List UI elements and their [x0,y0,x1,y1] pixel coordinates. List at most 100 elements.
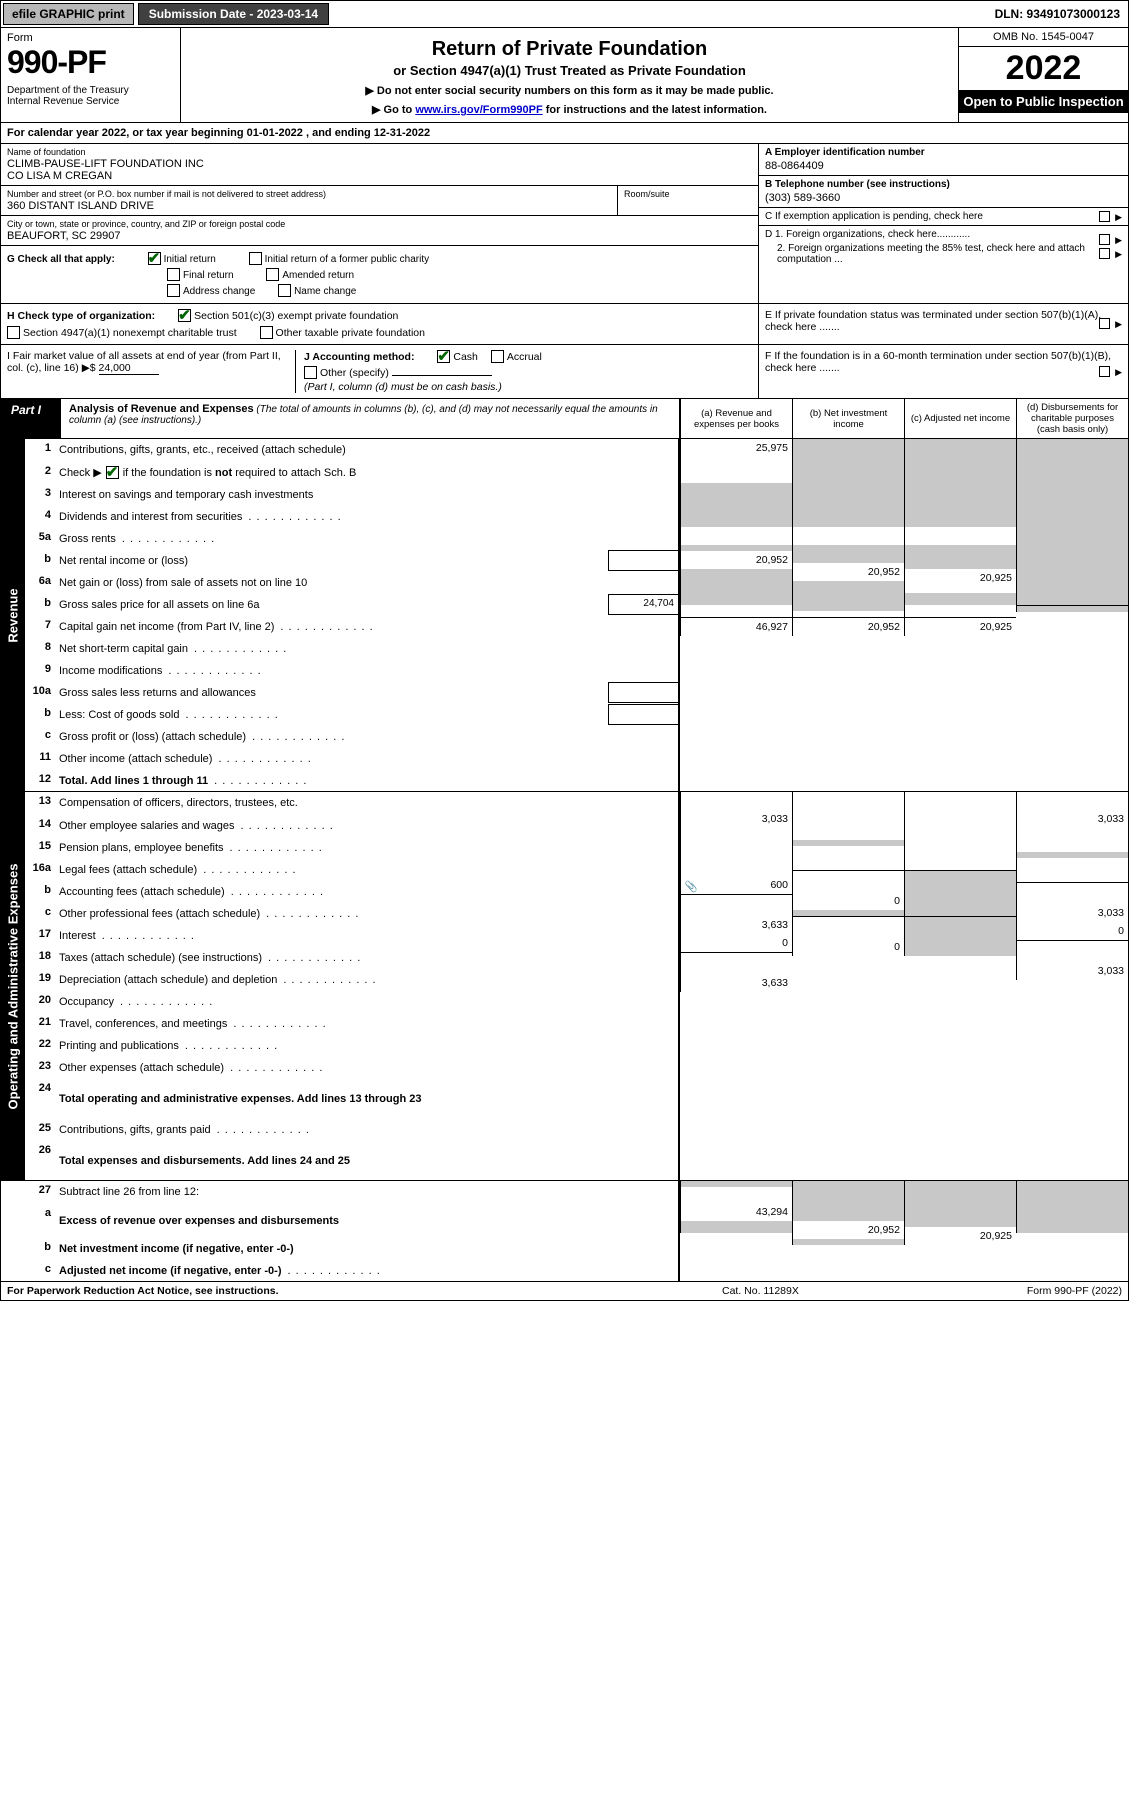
row-19-desc: Depreciation (attach schedule) and deple… [57,969,678,990]
line27-section: 27Subtract line 26 from line 12: aExcess… [0,1181,1129,1282]
d1-checkbox[interactable] [1099,234,1110,245]
row-16b: bAccounting fees (attach schedule) [25,880,678,902]
phone-value: (303) 589-3660 [765,192,1122,204]
submission-date-label: Submission Date - 2023-03-14 [138,3,329,25]
top-bar: efile GRAPHIC print Submission Date - 20… [0,0,1129,28]
g-row: G Check all that apply: Initial return I… [7,252,752,265]
r16a-d: 3,033 [1016,810,1128,828]
form-right-block: OMB No. 1545-0047 2022 Open to Public In… [958,28,1128,122]
address-cell: Number and street (or P.O. box number if… [1,186,618,215]
row-5b-desc: Net rental income or (loss) [57,550,608,571]
r2-d [1016,483,1128,527]
attachment-icon[interactable]: 📎 [684,880,698,892]
cash-checkbox[interactable] [437,350,450,363]
r27c-b [792,1239,904,1245]
r27a-a: 43,294 [680,1187,792,1221]
row-10a-desc: Gross sales less returns and allowances [57,682,608,703]
row-2-desc: Check ▶ if the foundation is not require… [57,462,678,483]
row-21-desc: Travel, conferences, and meetings [57,1013,678,1034]
schb-checkbox[interactable] [106,466,119,479]
row-3-desc: Interest on savings and temporary cash i… [57,484,678,505]
4947a1-checkbox[interactable] [7,326,20,339]
row-16a: 16aLegal fees (attach schedule) [25,858,678,880]
row-2: 2Check ▶ if the foundation is not requir… [25,461,678,483]
final-return-label: Final return [183,270,234,281]
ein-value: 88-0864409 [765,160,1122,172]
department-label: Department of the Treasury Internal Reve… [7,85,174,107]
r27c-c: 20,925 [904,1227,1016,1245]
r26-d: 3,033 [1016,940,1128,980]
501c3-label: Section 501(c)(3) exempt private foundat… [194,310,398,322]
other-method-checkbox[interactable] [304,366,317,379]
row-27c-desc: Adjusted net income (if negative, enter … [57,1260,678,1281]
final-return-checkbox[interactable] [167,268,180,281]
4947a1-label: Section 4947(a)(1) nonexempt charitable … [23,327,237,339]
accrual-checkbox[interactable] [491,350,504,363]
row-18-desc: Taxes (attach schedule) (see instruction… [57,947,678,968]
revenue-cols: 25,975 20,952 46,927 20,9 [679,439,1128,791]
initial-former-checkbox[interactable] [249,252,262,265]
r24-a: 3,633 [680,894,792,934]
row-9: 9Income modifications [25,659,678,681]
row-27a-desc: Excess of revenue over expenses and disb… [57,1204,678,1237]
tax-year: 2022 [959,47,1128,90]
row-11: 11Other income (attach schedule) [25,747,678,769]
col-d [1016,439,1128,791]
amended-return-label: Amended return [282,270,354,281]
opex-col-a: 3,033 📎600 3,633 0 3,633 [680,792,792,1180]
r7-b: 20,952 [792,563,904,581]
goto-pre: ▶ Go to [372,104,415,116]
name-change-checkbox[interactable] [278,284,291,297]
e-checkbox[interactable] [1099,318,1110,329]
row-15: 15Pension plans, employee benefits [25,836,678,858]
other-taxable-checkbox[interactable] [260,326,273,339]
page-footer: For Paperwork Reduction Act Notice, see … [0,1282,1129,1301]
row-11-desc: Other income (attach schedule) [57,748,678,769]
row-20-desc: Occupancy [57,991,678,1012]
omb-number: OMB No. 1545-0047 [959,28,1128,47]
paperwork-notice: For Paperwork Reduction Act Notice, see … [7,1285,722,1297]
row-16c-desc: Other professional fees (attach schedule… [57,903,678,924]
r26-a: 3,633 [680,952,792,992]
part1-title: Analysis of Revenue and Expenses [69,403,254,415]
c-checkbox[interactable] [1099,211,1110,222]
c-label: C If exemption application is pending, c… [765,211,983,222]
foundation-name: CLIMB-PAUSE-LIFT FOUNDATION INC CO LISA … [7,158,752,182]
row-10b: bLess: Cost of goods sold [25,703,678,725]
row-20: 20Occupancy [25,990,678,1012]
r27c-d [1016,1227,1128,1233]
r27a-c [904,1187,1016,1221]
row-26: 26Total expenses and disbursements. Add … [25,1140,678,1180]
row-27c: cAdjusted net income (if negative, enter… [25,1259,678,1281]
row-22-desc: Printing and publications [57,1035,678,1056]
j-label: J Accounting method: [304,351,414,363]
goto-post: for instructions and the latest informat… [543,104,767,116]
r24-c [904,870,1016,910]
h-left: H Check type of organization: Section 50… [1,304,758,344]
r27a-b [792,1187,904,1221]
irs-link[interactable]: www.irs.gov/Form990PF [415,104,542,116]
line27-cols: 43,294 20,952 20,925 [679,1181,1128,1281]
address-row: Number and street (or P.O. box number if… [1,186,758,216]
initial-return-checkbox[interactable] [148,252,161,265]
501c3-checkbox[interactable] [178,309,191,322]
ein-label: A Employer identification number [765,147,925,158]
row-10c: cGross profit or (loss) (attach schedule… [25,725,678,747]
opex-cols: 3,033 📎600 3,633 0 3,633 [679,792,1128,1180]
efile-print-button[interactable]: efile GRAPHIC print [3,3,134,25]
row-9-desc: Income modifications [57,660,678,681]
address-change-checkbox[interactable] [167,284,180,297]
part1-header: Part I Analysis of Revenue and Expenses … [0,399,1129,439]
address-change-label: Address change [183,286,255,297]
address-label: Number and street (or P.O. box number if… [7,189,611,199]
row-16c: cOther professional fees (attach schedul… [25,902,678,924]
col-c: 20,925 20,925 [904,439,1016,791]
r2-c [904,483,1016,527]
d2-checkbox[interactable] [1099,248,1110,259]
r27a-d [1016,1187,1128,1221]
amended-return-checkbox[interactable] [266,268,279,281]
other-taxable-label: Other taxable private foundation [276,327,425,339]
row-17-desc: Interest [57,925,678,946]
f-checkbox[interactable] [1099,366,1110,377]
row-24-desc: Total operating and administrative expen… [57,1079,678,1118]
